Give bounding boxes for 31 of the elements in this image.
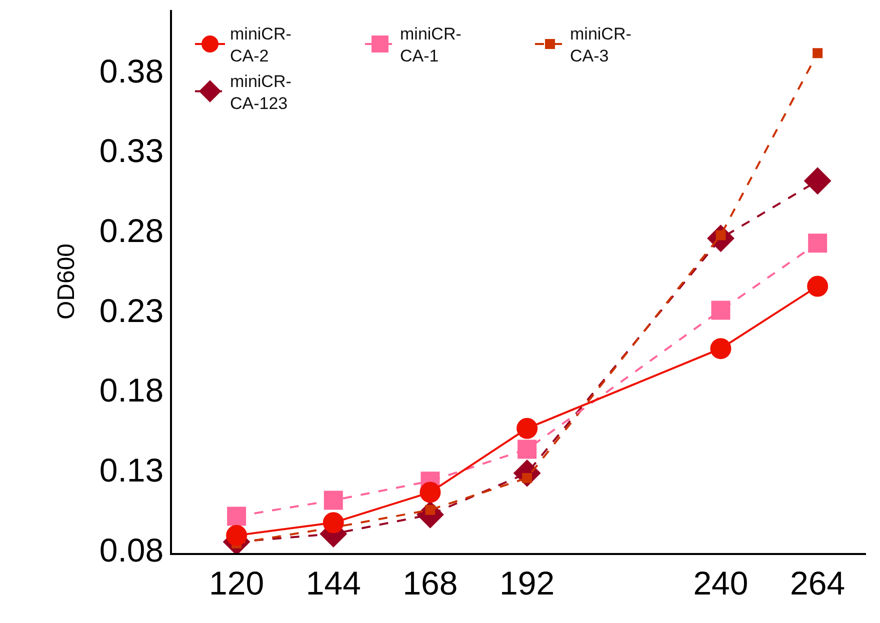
point: [227, 506, 246, 526]
legend-label: miniCR- CA-123: [230, 72, 292, 113]
y-tick-label: 0.38: [99, 52, 164, 90]
point: [226, 524, 248, 546]
x-tick-label: 120: [209, 564, 264, 602]
y-tick-label: 0.28: [99, 212, 164, 249]
y-tick-label: 0.33: [99, 132, 164, 170]
point: [804, 167, 832, 194]
point: [324, 490, 343, 510]
point: [518, 440, 537, 459]
x-tick-label: 168: [402, 564, 458, 602]
y-tick-label: 0.18: [99, 372, 164, 409]
legend-label: miniCR- CA-1: [400, 24, 462, 66]
point: [812, 48, 823, 58]
point: [425, 504, 436, 515]
point: [711, 300, 730, 320]
x-tick-label: 192: [500, 564, 555, 602]
y-tick-label: 0.13: [99, 452, 164, 488]
y-axis-title: OD600: [53, 243, 80, 320]
point: [516, 418, 538, 439]
point: [808, 234, 828, 253]
x-tick-label: 264: [790, 564, 846, 602]
point: [420, 482, 441, 503]
x-tick-label: 144: [306, 564, 361, 602]
y-tick-label: 0.23: [99, 292, 164, 329]
legend-label: miniCR- CA-3: [570, 24, 632, 66]
point: [710, 338, 732, 360]
y-tick-label: 0.08: [99, 531, 164, 568]
x-tick-label: 240: [693, 564, 748, 602]
point: [322, 512, 344, 534]
point: [807, 276, 828, 297]
